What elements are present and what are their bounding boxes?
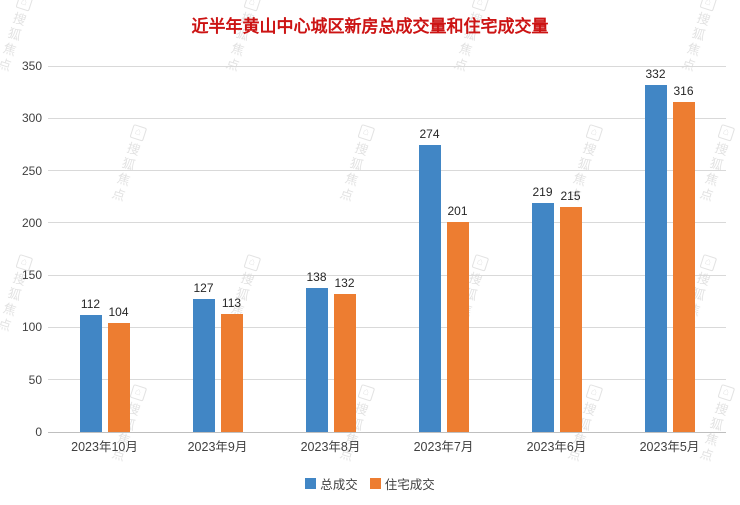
bar-total bbox=[644, 84, 667, 432]
bar-total bbox=[418, 145, 441, 432]
legend-swatch bbox=[305, 478, 317, 489]
bar-total bbox=[531, 202, 554, 432]
x-axis-label: 2023年10月 bbox=[71, 440, 138, 454]
gridline bbox=[48, 379, 726, 381]
bar-residential bbox=[107, 323, 130, 432]
gridline bbox=[48, 431, 726, 433]
bar-value-label: 138 bbox=[306, 269, 327, 284]
bar-value-label: 219 bbox=[532, 184, 553, 199]
bar-residential bbox=[333, 293, 356, 432]
bar-value-label: 104 bbox=[108, 305, 129, 320]
legend-item-total: 总成交 bbox=[305, 474, 358, 493]
y-axis-tick: 250 bbox=[21, 163, 42, 178]
gridline bbox=[48, 170, 726, 172]
gridline bbox=[48, 65, 726, 67]
bar-residential bbox=[559, 207, 582, 432]
y-axis-tick: 350 bbox=[21, 59, 42, 73]
bar-value-label: 112 bbox=[80, 296, 101, 311]
y-axis-tick: 50 bbox=[28, 372, 42, 387]
bar-value-label: 215 bbox=[560, 189, 581, 204]
bar-value-label: 113 bbox=[221, 295, 242, 310]
legend-label: 住宅成交 bbox=[384, 478, 435, 492]
gridline bbox=[48, 222, 726, 224]
y-axis-tick: 100 bbox=[21, 320, 42, 335]
y-axis-tick: 200 bbox=[21, 215, 42, 230]
gridline bbox=[48, 274, 726, 276]
bar-value-label: 274 bbox=[419, 127, 440, 142]
bar-residential bbox=[446, 221, 469, 432]
y-axis-tick: 0 bbox=[35, 425, 42, 439]
bar-value-label: 332 bbox=[645, 66, 666, 81]
chart-title: 近半年黄山中心城区新房总成交量和住宅成交量 bbox=[191, 17, 549, 36]
legend-label: 总成交 bbox=[320, 478, 358, 492]
gridline bbox=[48, 117, 726, 119]
legend: 总成交 住宅成交 bbox=[0, 474, 740, 493]
bar-residential bbox=[672, 101, 695, 432]
bar-total bbox=[305, 287, 328, 432]
x-axis-label: 2023年8月 bbox=[300, 440, 361, 454]
bar-value-label: 201 bbox=[447, 203, 468, 218]
gridline bbox=[48, 326, 726, 328]
x-axis-label: 2023年6月 bbox=[526, 440, 587, 454]
bar-total bbox=[192, 299, 215, 432]
x-axis-label: 2023年5月 bbox=[639, 440, 700, 454]
legend-swatch bbox=[369, 478, 381, 489]
y-axis-tick: 300 bbox=[21, 111, 42, 126]
bar-total bbox=[79, 314, 102, 432]
bar-value-label: 132 bbox=[334, 275, 355, 290]
bar-value-label: 316 bbox=[673, 83, 694, 98]
bar-residential bbox=[220, 313, 243, 432]
x-axis-label: 2023年7月 bbox=[413, 440, 474, 454]
bar-value-label: 127 bbox=[193, 281, 214, 296]
y-axis-tick: 150 bbox=[21, 268, 42, 283]
x-axis-label: 2023年9月 bbox=[187, 440, 248, 454]
legend-item-residential: 住宅成交 bbox=[369, 474, 435, 493]
